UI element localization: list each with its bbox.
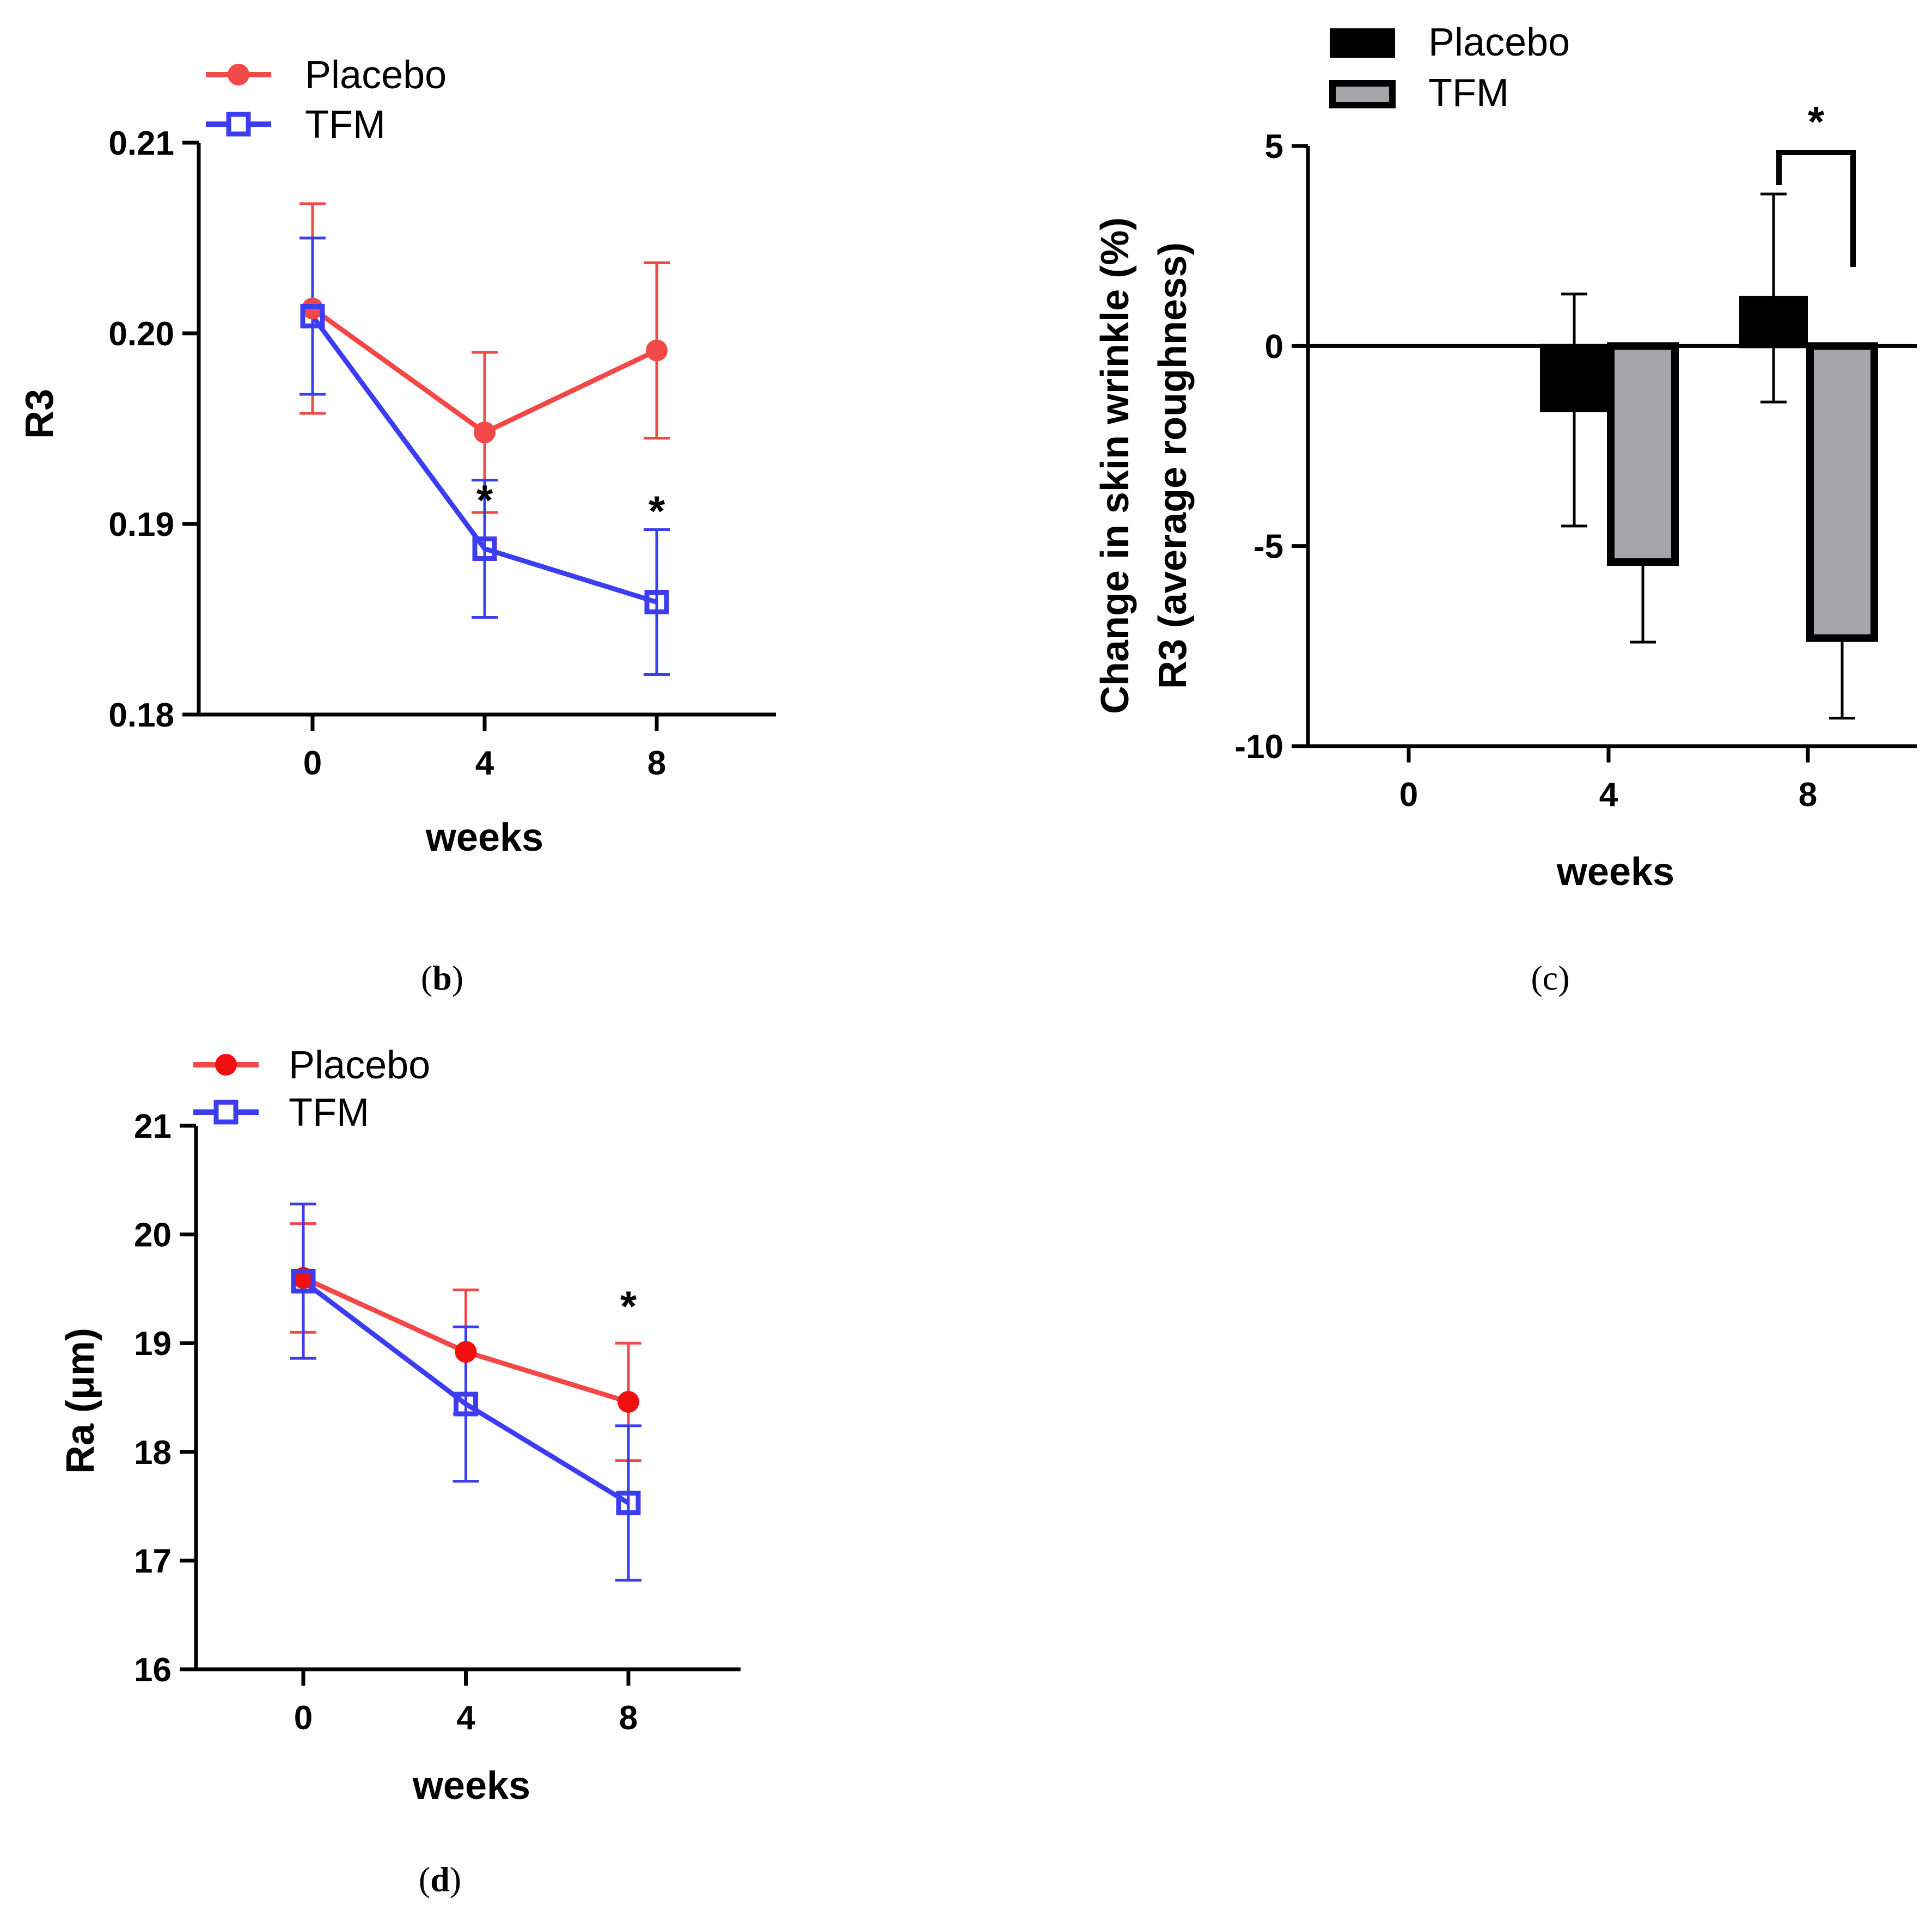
tfm-series-line [302, 1279, 630, 1505]
panel-b: 0.18 0.19 0.20 0.21 0 4 8 * * R3 weeks Placebo T… [18, 53, 776, 997]
y-tick-label: 0 [1265, 328, 1283, 365]
placebo-point [646, 339, 668, 362]
legend-placebo-marker [215, 1054, 237, 1076]
y-tick-label: 21 [134, 1108, 172, 1145]
legend-placebo-label: Placebo [1428, 21, 1570, 64]
panel-c-xlabel: weeks [1556, 850, 1674, 894]
placebo-bar [1540, 344, 1609, 412]
placebo-point [617, 1390, 639, 1413]
tfm-series-line [310, 314, 658, 605]
legend-placebo-marker [228, 64, 249, 86]
panel-b-caption: (b) [421, 959, 463, 997]
panel-b-xlabel: weeks [425, 816, 543, 859]
panel-c: -10 -5 0 5 0 4 8 * Change in skin wrinkle (%) R… [1093, 21, 1917, 997]
significance-star: * [476, 476, 493, 524]
tfm-point [454, 1392, 478, 1417]
tfm-point [644, 590, 669, 614]
placebo-point [455, 1341, 477, 1363]
panel-d-legend: Placebo TFM [193, 1044, 430, 1134]
tfm-point [472, 536, 497, 561]
tfm-point [616, 1491, 641, 1516]
y-tick-label: 18 [134, 1434, 172, 1472]
panel-b-plot: 0.18 0.19 0.20 0.21 0 4 8 * * [108, 125, 776, 782]
x-tick-label: 4 [456, 1699, 475, 1737]
panel-c-ylabel-line2: R3 (average roughness) [1151, 242, 1195, 689]
y-tick-label: 17 [134, 1542, 172, 1580]
y-tick-label: 16 [134, 1651, 172, 1689]
panel-d: 16 17 18 19 20 21 0 4 8 * Ra (μm) weeks Placebo T… [59, 1044, 741, 1899]
panel-c-legend: Placebo TFM [1329, 21, 1570, 115]
panel-c-caption: (c) [1531, 959, 1569, 997]
legend-tfm-label: TFM [305, 103, 386, 147]
legend-placebo-label: Placebo [289, 1044, 430, 1087]
tfm-bar [1607, 342, 1679, 566]
x-tick-label: 8 [1799, 776, 1817, 814]
panel-d-xlabel: weeks [412, 1764, 530, 1808]
legend-tfm-label: TFM [289, 1091, 369, 1134]
y-tick-label: 0.19 [108, 506, 174, 544]
panel-c-ylabel-line1: Change in skin wrinkle (%) [1093, 217, 1137, 714]
significance-bracket [1776, 150, 1856, 267]
tfm-point [291, 1268, 316, 1293]
y-tick-label: 19 [134, 1325, 172, 1363]
significance-star: * [620, 1282, 637, 1330]
legend-tfm-marker [226, 112, 251, 137]
y-tick-label: -5 [1254, 528, 1283, 566]
tfm-bar [1806, 342, 1878, 642]
y-tick-label: 0.18 [108, 697, 174, 734]
legend-placebo-label: Placebo [305, 53, 447, 97]
panel-b-legend: Placebo TFM [206, 53, 447, 147]
x-tick-label: 8 [647, 745, 666, 782]
significance-star: * [1808, 97, 1825, 145]
y-tick-label: 20 [134, 1217, 172, 1254]
placebo-point [474, 422, 496, 443]
panel-b-ylabel: R3 [18, 389, 62, 439]
x-tick-label: 4 [1599, 776, 1618, 814]
y-tick-label: -10 [1234, 728, 1283, 766]
x-tick-label: 0 [1399, 776, 1418, 814]
panel-d-caption: (d) [419, 1860, 461, 1899]
x-tick-label: 4 [475, 745, 494, 782]
legend-tfm-label: TFM [1428, 71, 1509, 115]
panel-c-plot: -10 -5 0 5 0 4 8 * [1234, 97, 1917, 814]
legend-placebo-swatch [1330, 28, 1395, 58]
x-tick-label: 0 [303, 745, 322, 782]
x-tick-label: 0 [294, 1699, 313, 1737]
significance-star: * [649, 487, 665, 535]
panel-d-ylabel: Ra (μm) [59, 1328, 102, 1474]
y-tick-label: 0.21 [108, 125, 174, 162]
y-tick-label: 5 [1265, 128, 1283, 166]
y-tick-label: 0.20 [108, 315, 174, 353]
legend-tfm-swatch [1329, 80, 1396, 108]
legend-tfm-marker [213, 1100, 239, 1125]
panel-d-plot: 16 17 18 19 20 21 0 4 8 * [134, 1108, 741, 1737]
x-tick-label: 8 [619, 1699, 638, 1737]
tfm-point [300, 304, 325, 328]
